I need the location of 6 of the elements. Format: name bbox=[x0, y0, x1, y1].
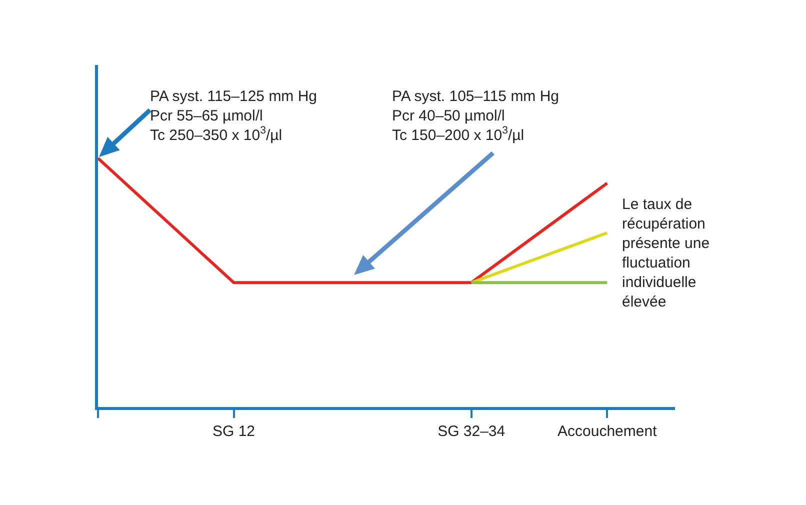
x-tick-label: SG 12 bbox=[212, 423, 256, 440]
text: PA syst. 115–125 mm Hg Pcr 55–65 µmol/l Tc 250–350 x 10$^{3}$/µl bbox=[150, 88, 318, 144]
annotation: Le taux de récupération présente une fluctuation individuelle élevée bbox=[622, 196, 710, 310]
x-tick-label: Accouchement bbox=[558, 423, 658, 440]
x-tick-label: SG 32–34 bbox=[438, 423, 506, 440]
text: PA syst. 105–115 mm Hg Pcr 40–50 µmol/l Tc 150–200 x 10$^{3}$/µl bbox=[392, 88, 560, 144]
